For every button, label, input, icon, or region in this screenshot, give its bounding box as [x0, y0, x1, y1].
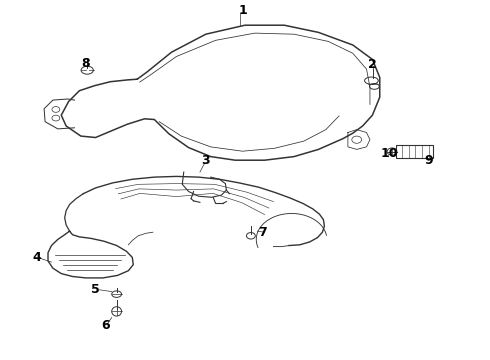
- Text: 2: 2: [368, 58, 377, 71]
- Bar: [396, 145, 433, 158]
- Text: 1: 1: [238, 4, 247, 17]
- Text: 6: 6: [101, 319, 110, 332]
- Text: 10: 10: [381, 147, 398, 159]
- Text: 3: 3: [201, 154, 210, 167]
- Text: 4: 4: [32, 251, 41, 264]
- Text: 5: 5: [91, 283, 100, 296]
- Text: 9: 9: [424, 154, 433, 167]
- Text: 8: 8: [81, 57, 90, 69]
- Text: 7: 7: [258, 226, 267, 239]
